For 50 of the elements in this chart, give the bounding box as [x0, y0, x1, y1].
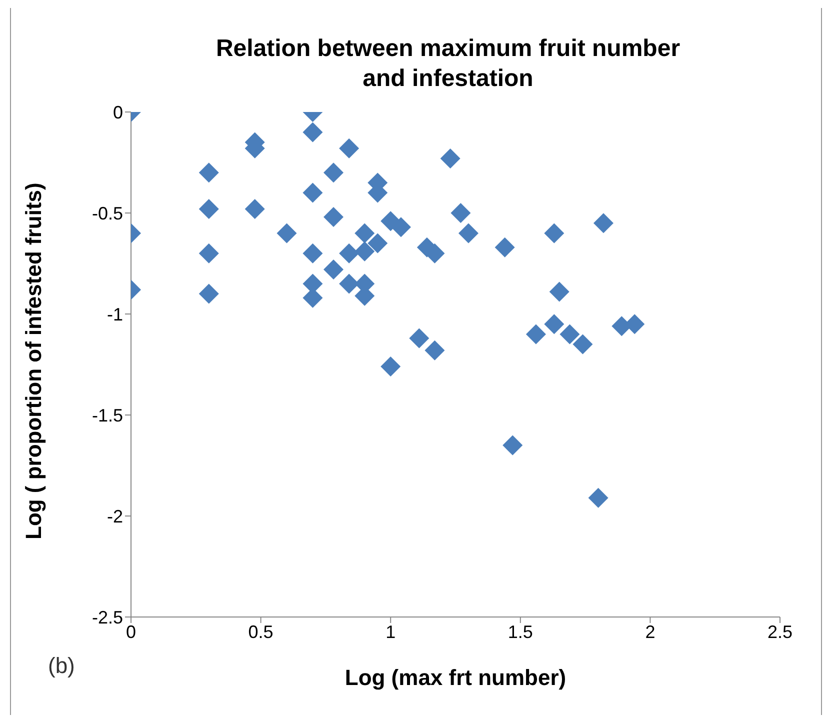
point [450, 203, 471, 223]
point [339, 243, 360, 264]
y-tick-label: -1 [106, 304, 123, 324]
point [339, 138, 360, 158]
point [390, 217, 411, 238]
y-tick-label: -2.5 [92, 607, 123, 628]
point [302, 243, 323, 264]
point [323, 162, 344, 183]
point [458, 223, 478, 244]
point [409, 328, 430, 348]
point [244, 198, 265, 219]
point [198, 284, 219, 304]
point [424, 340, 445, 360]
point [572, 334, 593, 354]
point [544, 314, 564, 334]
y-axis-title: Log ( proportion of infested fruits) [20, 182, 46, 540]
x-axis-title: Log (max frt number) [344, 665, 566, 690]
x-tick-label: 1.5 [508, 622, 533, 642]
point [494, 237, 515, 258]
point [560, 324, 580, 344]
point [549, 282, 570, 302]
point [440, 148, 460, 168]
y-tick-label: -0.5 [92, 203, 123, 224]
y-tick-label: 0 [112, 102, 123, 122]
point [198, 198, 219, 219]
point [526, 324, 546, 344]
chart-title: Relation between maximum fruit number and infestation [214, 34, 682, 94]
point [544, 223, 564, 244]
point [380, 356, 401, 377]
x-tick-label: 0.5 [248, 622, 274, 642]
y-tick-label: -2 [106, 506, 123, 526]
point [302, 122, 323, 142]
point [588, 488, 608, 508]
point [276, 223, 297, 244]
point [368, 233, 388, 254]
x-tick-label: 0 [126, 622, 136, 642]
x-tick-label: 1 [386, 622, 396, 642]
x-tick-label: 2 [645, 622, 656, 642]
point [502, 435, 523, 456]
x-tick-label: 2.5 [767, 622, 793, 642]
point [323, 260, 344, 280]
point [198, 162, 219, 183]
point [198, 243, 219, 264]
y-tick-label: -1.5 [92, 405, 123, 426]
point [593, 213, 614, 234]
point [354, 223, 375, 244]
text: (b) [48, 653, 75, 679]
point [354, 241, 375, 262]
point [323, 207, 344, 228]
point [302, 182, 323, 203]
